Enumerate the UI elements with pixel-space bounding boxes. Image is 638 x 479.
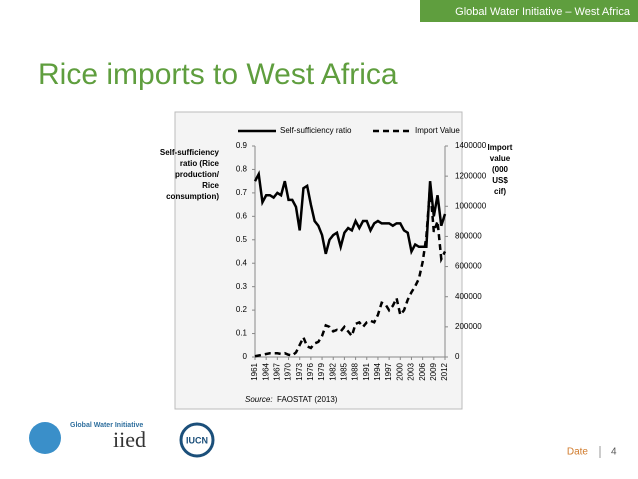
y-axis-label: Self-sufficiency	[160, 148, 220, 157]
y-tick-label: 0.5	[236, 235, 248, 244]
y-tick-label: 0	[243, 352, 248, 361]
y2-axis-label: US$	[492, 176, 508, 185]
source-label: Source:	[245, 395, 273, 404]
y2-axis-label: Import	[488, 143, 513, 152]
y-tick-label: 0.2	[236, 305, 248, 314]
y-tick-label: 0.6	[236, 211, 248, 220]
x-tick-label: 1985	[340, 362, 349, 380]
x-tick-label: 1973	[295, 362, 304, 380]
y-axis-label: production/	[175, 170, 220, 179]
series-line	[254, 186, 447, 358]
y2-axis-label: (000	[492, 165, 509, 174]
y2-tick-label: 1400000	[455, 141, 487, 150]
chart-panel	[174, 111, 463, 410]
y-tick-label: 0.7	[236, 188, 248, 197]
y-tick-label: 0.8	[236, 165, 248, 174]
x-tick-label: 2003	[407, 362, 416, 380]
y2-tick-label: 1200000	[455, 171, 487, 180]
logos: Global Water Initiative iied IUCN	[29, 422, 215, 458]
y-axis-label: consumption)	[166, 192, 219, 201]
source-text: FAOSTAT (2013)	[277, 395, 338, 404]
series-line	[253, 170, 447, 256]
x-tick-label: 1979	[317, 362, 326, 380]
gwi-text: Global Water Initiative	[70, 422, 143, 429]
legend-label: Import Value	[415, 126, 460, 135]
y-tick-label: 0.3	[236, 282, 248, 291]
x-tick-label: 2006	[418, 362, 427, 380]
y2-axis-label: value	[490, 154, 511, 163]
y2-tick-label: 200000	[455, 322, 482, 331]
y-tick-label: 0.4	[236, 258, 248, 267]
x-tick-label: 1964	[261, 362, 270, 380]
iucn-ring	[179, 422, 215, 458]
legend-label: Self-sufficiency ratio	[280, 126, 352, 135]
footer-page: 4	[611, 447, 617, 458]
y-tick-label: 0.1	[236, 329, 248, 338]
y-axis-label: Rice	[202, 181, 219, 190]
y2-tick-label: 400000	[455, 292, 482, 301]
x-tick-label: 2000	[395, 362, 404, 380]
x-tick-label: 1994	[373, 362, 382, 380]
banner-text: Global Water Initiative – West Africa	[455, 6, 631, 18]
banner	[420, 0, 638, 22]
y-tick-label: 0.9	[236, 141, 248, 150]
x-tick-label: 1982	[328, 362, 337, 380]
x-tick-label: 1988	[351, 362, 360, 380]
chart: 0 0.1 0.2 0.3 0.4 0.5 0.6 0.7 0.8 0.9 0 200000 40000…	[160, 126, 513, 404]
footer-date: Date	[567, 447, 589, 458]
y2-tick-label: 800000	[455, 232, 482, 241]
iied-logo: iied	[113, 427, 146, 452]
x-tick-label: 1991	[362, 362, 371, 380]
x-tick-label: 2012	[440, 362, 449, 380]
x-tick-label: 1961	[250, 362, 259, 380]
x-tick-label: 1967	[272, 362, 281, 380]
x-tick-label: 1976	[306, 362, 315, 380]
slide-title: Rice imports to West Africa	[38, 58, 398, 91]
y-axis-label: ratio (Rice	[180, 159, 220, 168]
gwi-logo	[29, 422, 61, 454]
y2-tick-label: 0	[455, 352, 460, 361]
x-tick-label: 1970	[284, 362, 293, 380]
x-tick-label: 1997	[384, 362, 393, 380]
y2-tick-label: 600000	[455, 262, 482, 271]
y2-axis-label: cif)	[494, 187, 506, 196]
x-tick-label: 2009	[429, 362, 438, 380]
iucn-logo: IUCN	[186, 435, 208, 445]
y2-tick-label: 1000000	[455, 201, 487, 210]
